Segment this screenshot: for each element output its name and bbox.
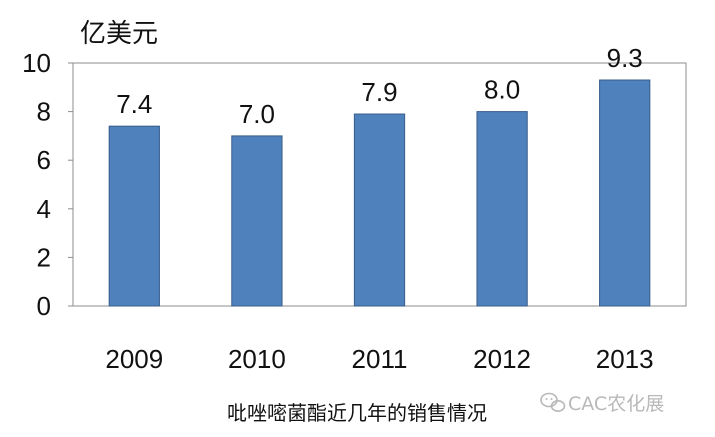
bar-series: [108, 79, 651, 307]
bar-value-label: 7.0: [239, 99, 275, 129]
y-tick-label: 8: [37, 97, 51, 127]
x-tick-label: 2010: [228, 344, 286, 374]
y-tick-label: 4: [37, 194, 51, 224]
data-labels: 7.4 7.0 7.9 8.0 9.3: [116, 43, 643, 129]
bar: [108, 125, 160, 307]
y-axis-ticks: 0 2 4 6 8 10: [22, 48, 73, 321]
bar: [231, 135, 283, 307]
bar: [599, 79, 651, 307]
bar-value-label: 9.3: [607, 43, 643, 73]
watermark-text: CAC农化展: [568, 393, 664, 415]
x-tick-label: 2013: [596, 344, 654, 374]
bar-value-label: 8.0: [484, 75, 520, 105]
y-tick-label: 2: [37, 242, 51, 272]
bar-value-label: 7.9: [361, 77, 397, 107]
x-tick-label: 2011: [352, 344, 408, 374]
y-tick-label: 6: [37, 145, 51, 175]
x-tick-label: 2009: [105, 344, 163, 374]
bar-value-label: 7.4: [116, 89, 152, 119]
x-axis-ticks: 2009 2010 2011 2012 2013: [105, 344, 653, 374]
watermark: CAC农化展: [540, 392, 664, 415]
y-tick-label: 10: [22, 48, 51, 78]
x-tick-label: 2012: [473, 344, 531, 374]
chart-caption: 吡唑嘧菌酯近几年的销售情况: [227, 401, 487, 425]
bar: [476, 111, 528, 307]
y-tick-label: 0: [37, 291, 51, 321]
y-axis-unit-label: 亿美元: [80, 19, 158, 49]
bar: [353, 113, 406, 307]
wechat-icon: [540, 392, 566, 412]
